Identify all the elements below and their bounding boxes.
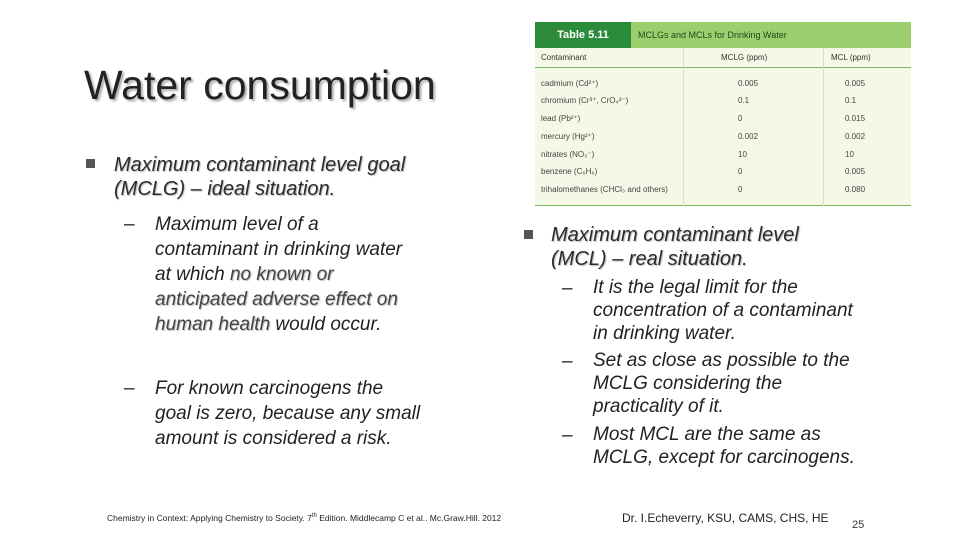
table-cell: mercury (Hg²⁺) <box>541 132 595 141</box>
table-cell: 0 <box>738 185 743 194</box>
table-cell: cadmium (Cd²⁺) <box>541 79 599 88</box>
table-cell: 0 <box>738 167 743 176</box>
table-cell: 0.005 <box>738 79 759 88</box>
text-line: in drinking water. <box>593 323 736 344</box>
text-line: practicality of it. <box>593 396 724 417</box>
text-span: would occur. <box>270 314 382 335</box>
table-cell: benzene (C₆H₆) <box>541 167 598 176</box>
text-line: MCLG, except for carcinogens. <box>593 447 855 468</box>
slide-title: Water consumption <box>84 62 436 108</box>
text-line: It is the legal limit for the <box>593 277 798 298</box>
bullet-mcl: Maximum contaminant level (MCL) – real s… <box>551 223 799 271</box>
text-line: human health would occur. <box>155 312 402 337</box>
table-cell: 0 <box>738 114 743 123</box>
dash-icon: – <box>562 351 573 372</box>
sub-carcinogens: For known carcinogens the goal is zero, … <box>155 376 420 451</box>
table-cell: 0.015 <box>845 114 866 123</box>
dash-icon: – <box>124 378 135 399</box>
citation-text: Chemistry in Context: Applying Chemistry… <box>107 513 312 523</box>
table-divider <box>683 48 684 206</box>
table-divider <box>823 48 824 206</box>
table-cell: 0.1 <box>738 96 750 105</box>
table-number: Table 5.11 <box>535 22 631 48</box>
citation-sup: th <box>311 513 317 520</box>
bullet-mcl-line2: (MCL) – real situation. <box>551 248 748 270</box>
table-cell: nitrates (NO₃⁻) <box>541 150 595 159</box>
text-line: contaminant in drinking water <box>155 239 403 260</box>
table-caption: MCLGs and MCLs for Drinking Water <box>638 30 787 40</box>
text-line: at which no known or <box>155 262 402 287</box>
sub-mcl-set-close: Set as close as possible to the MCLG con… <box>593 349 850 418</box>
text-line: concentration of a contaminant <box>593 300 853 321</box>
page-number: 25 <box>852 519 865 531</box>
table-cell: chromium (Cr³⁺, CrO₄²⁻) <box>541 96 629 105</box>
table-cell: 0.005 <box>845 79 866 88</box>
sub-mclg-definition: Maximum level of a contaminant in drinki… <box>155 212 402 337</box>
bullet-mclg-line2: (MCLG) – ideal situation. <box>114 178 336 200</box>
table-cell: 0.005 <box>845 167 866 176</box>
mclg-mcl-table: Table 5.11 MCLGs and MCLs for Drinking W… <box>535 22 911 206</box>
sub-mcl-legal-limit: It is the legal limit for the concentrat… <box>593 276 853 345</box>
footer-citation: Chemistry in Context: Applying Chemistry… <box>107 513 501 523</box>
table-cell: lead (Pb²⁺) <box>541 114 581 123</box>
table-rule <box>535 205 911 206</box>
table-cell: 0.1 <box>845 96 857 105</box>
footer-author: Dr. I.Echeverry, KSU, CAMS, CHS, HE <box>622 511 829 525</box>
highlight-text: human health <box>155 314 271 335</box>
bullet-square-icon <box>86 159 95 168</box>
table-rule <box>535 67 911 68</box>
table-cell: trihalomethanes (CHCl₃ and others) <box>541 185 668 194</box>
table-cell: 0.080 <box>845 185 866 194</box>
table-col-header: MCLG (ppm) <box>721 53 768 62</box>
table-cell: 0.002 <box>845 132 866 141</box>
sub-mcl-same-as-mclg: Most MCL are the same as MCLG, except fo… <box>593 423 855 469</box>
highlight-text: anticipated adverse effect on <box>155 289 398 310</box>
text-line: Most MCL are the same as <box>593 424 821 445</box>
table-cell: 10 <box>845 150 854 159</box>
dash-icon: – <box>562 425 573 446</box>
dash-icon: – <box>562 278 573 299</box>
table-col-header: Contaminant <box>541 53 587 62</box>
text-span: at which <box>155 264 230 285</box>
text-line: Set as close as possible to the <box>593 350 850 371</box>
table-cell: 0.002 <box>738 132 759 141</box>
text-line: For known carcinogens the <box>155 378 384 399</box>
highlight-text: no known or <box>229 264 334 285</box>
text-line: goal is zero, because any small <box>155 403 421 424</box>
table-cell: 10 <box>738 150 747 159</box>
dash-icon: – <box>124 214 135 235</box>
bullet-square-icon <box>524 230 533 239</box>
bullet-mcl-line1: Maximum contaminant level <box>551 224 799 246</box>
text-line: amount is considered a risk. <box>155 428 392 449</box>
text-line: MCLG considering the <box>593 373 783 394</box>
bullet-mclg-line1: Maximum contaminant level goal <box>114 154 406 176</box>
text-line: Maximum level of a <box>155 214 319 235</box>
table-col-header: MCL (ppm) <box>831 53 871 62</box>
bullet-mclg: Maximum contaminant level goal (MCLG) – … <box>114 153 405 201</box>
citation-text: Edition. Middlecamp C et al.. Mc.Graw.Hi… <box>316 513 502 523</box>
